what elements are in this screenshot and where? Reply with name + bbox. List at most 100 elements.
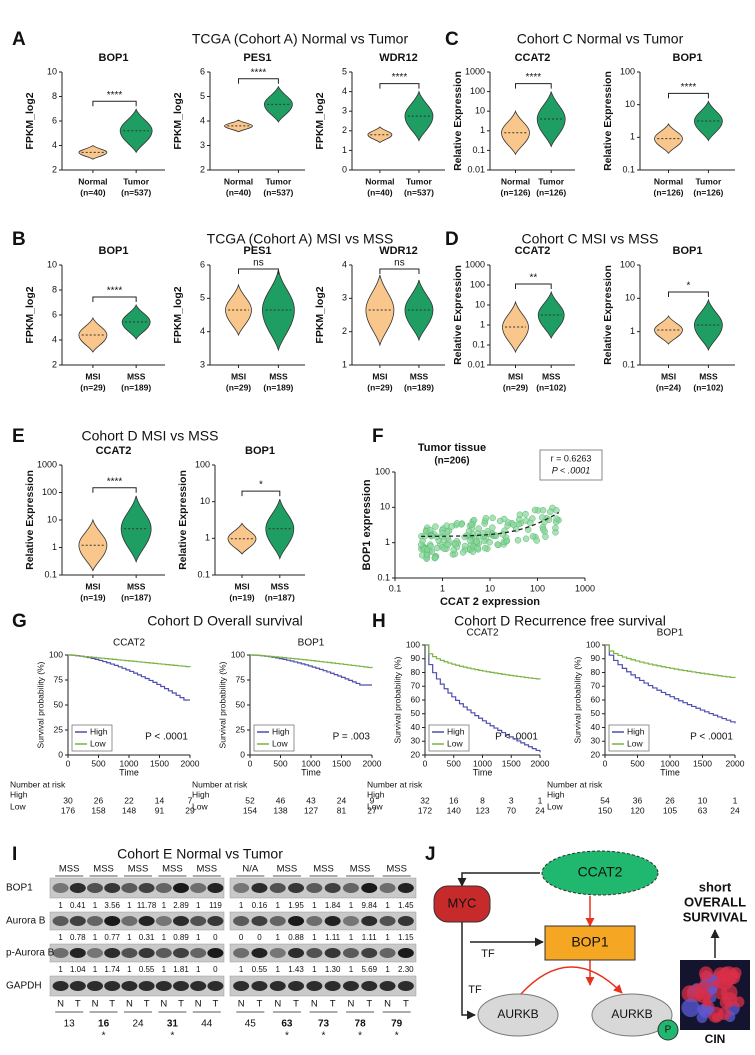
plot-title: BOP1 <box>245 445 275 457</box>
x-tick-label: Tumor <box>123 176 150 186</box>
risk-value: 176 <box>61 805 75 815</box>
legend-label: High <box>627 726 645 736</box>
lane-label: T <box>212 999 218 1010</box>
y-tick-label: 60 <box>411 694 421 704</box>
blot-band <box>138 948 155 958</box>
risk-value: 22 <box>124 795 134 805</box>
blot-band <box>52 948 69 958</box>
violin <box>502 300 529 354</box>
blot-band <box>173 948 189 958</box>
violin <box>365 274 395 347</box>
cin-texture <box>711 979 721 988</box>
cin-texture <box>681 985 699 1002</box>
quantification: 1 <box>162 933 167 942</box>
significance: **** <box>107 286 123 297</box>
blot-band <box>69 948 86 958</box>
y-tick-label: 6 <box>200 66 205 76</box>
y-tick-label: 60 <box>591 694 601 704</box>
quantification: 1 <box>349 965 354 974</box>
sample-marker: * <box>322 1031 326 1042</box>
y-tick-label: 8 <box>52 284 57 294</box>
x-tick-label: (n=102) <box>536 382 566 392</box>
y-tick-label: 1 <box>480 125 485 135</box>
lane-label: N <box>195 999 202 1010</box>
scatter-point <box>527 519 534 527</box>
blot-band <box>324 948 341 958</box>
sample-marker: * <box>102 1031 106 1042</box>
significance-bracket <box>515 283 552 289</box>
quantification: 1 <box>58 933 63 942</box>
risk-row-label: Low <box>192 801 208 811</box>
blot-band <box>52 916 69 926</box>
risk-value: 172 <box>418 805 432 815</box>
blot-band <box>361 981 378 991</box>
node-aurkb <box>591 993 673 1037</box>
p-value: P < .0001 <box>690 732 733 743</box>
y-tick-label: 100 <box>586 639 600 649</box>
scatter-point <box>546 508 554 516</box>
x-tick-label: (n=537) <box>404 187 434 197</box>
sample-id: 44 <box>201 1019 213 1030</box>
y-tick-label: 100 <box>231 649 245 659</box>
node-aurkb <box>477 993 559 1037</box>
y-tick-label: 1 <box>630 326 635 336</box>
x-tick-label: 10 <box>485 583 495 593</box>
y-tick-label: 40 <box>411 722 421 732</box>
x-tick-label: (n=126) <box>654 187 684 197</box>
outcome-label: SURVIVAL <box>683 909 748 924</box>
sample-id: 78 <box>355 1019 367 1030</box>
scatter-point <box>468 521 475 528</box>
panel-header: TCGA (Cohort A) Normal vs Tumor <box>192 31 409 47</box>
risk-value: 14 <box>155 795 165 805</box>
y-tick-label: 1000 <box>465 259 485 269</box>
edge <box>461 922 476 1020</box>
scatter-point <box>473 538 480 545</box>
lane-label: N <box>274 999 281 1010</box>
blot-band <box>138 981 155 991</box>
sample-id: 79 <box>391 1019 403 1030</box>
y-tick-label: 80 <box>591 667 601 677</box>
quantification: 1.81 <box>173 965 189 974</box>
quantification: 1.43 <box>288 965 304 974</box>
x-tick-label: (n=24) <box>656 382 681 392</box>
legend-label: High <box>272 726 290 736</box>
blot-band <box>342 916 359 926</box>
cin-texture <box>681 998 700 1018</box>
blot-band <box>233 883 250 893</box>
y-tick-label: 0.1 <box>377 572 390 582</box>
sample-status: MSS <box>93 864 114 875</box>
x-tick-label: MSI <box>231 371 246 381</box>
significance-bracket <box>238 268 279 274</box>
significance: ** <box>529 273 537 284</box>
quantification: 0.16 <box>252 901 268 910</box>
blot-band <box>251 981 268 991</box>
y-tick-label: 3 <box>200 359 205 369</box>
risk-value: 26 <box>665 795 675 805</box>
scatter-point <box>474 544 481 552</box>
y-tick-label: 100 <box>470 279 485 289</box>
blot-band <box>379 883 396 893</box>
quantification: 1 <box>162 965 167 974</box>
blot-band <box>173 883 189 893</box>
scatter-point <box>461 542 469 550</box>
quantification: 0.89 <box>173 933 189 942</box>
blot-band <box>207 916 224 926</box>
x-tick-label: MSS <box>127 581 146 591</box>
risk-value: 140 <box>447 805 461 815</box>
y-tick-label: 5 <box>200 293 205 303</box>
scatter-point <box>465 527 473 535</box>
blot-band <box>342 981 359 991</box>
y-tick-label: 75 <box>54 674 64 684</box>
y-tick-label: 90 <box>591 653 601 663</box>
lane-label: T <box>366 999 372 1010</box>
y-tick-label: 4 <box>52 140 57 150</box>
sample-status: MSS <box>386 864 407 875</box>
x-tick-label: (n=126) <box>536 187 566 197</box>
blot-band <box>324 883 341 893</box>
y-tick-label: 0 <box>342 164 347 174</box>
y-tick-label: 10 <box>625 293 635 303</box>
y-tick-label: 4 <box>52 334 57 344</box>
blot-band <box>155 916 172 926</box>
significance: ns <box>394 258 405 269</box>
plot-subtitle: CCAT2 <box>113 638 145 649</box>
